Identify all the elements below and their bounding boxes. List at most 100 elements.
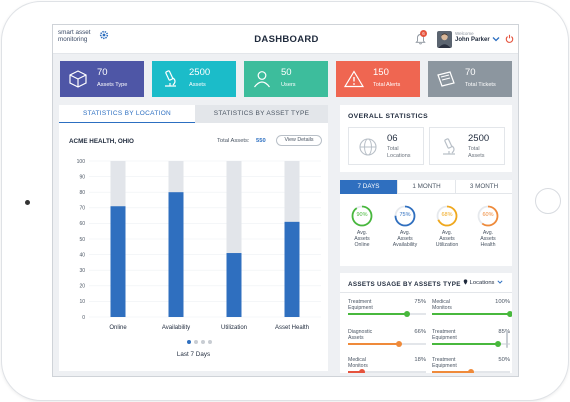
cube-icon xyxy=(69,70,87,88)
bar[interactable] xyxy=(168,192,184,317)
ring-label: Avg. Assets Utilization xyxy=(435,230,459,248)
card-total-tickets[interactable]: 70 Total Tickets xyxy=(428,61,512,97)
logo-text-line1: smart asset xyxy=(58,29,91,36)
card-label: Assets Type xyxy=(97,82,128,88)
bar[interactable] xyxy=(110,206,126,317)
ring-value: 60% xyxy=(482,212,494,218)
scrollbar[interactable] xyxy=(506,330,508,348)
card-assets-type[interactable]: 70 Assets Type xyxy=(60,61,144,97)
carousel-dot[interactable] xyxy=(194,340,198,344)
usage-slider[interactable] xyxy=(432,369,510,373)
ring-label: Avg. Assets Online xyxy=(354,230,370,248)
ring-value: 68% xyxy=(441,212,453,218)
tab-statistics-by-location[interactable]: STATISTICS BY LOCATION xyxy=(59,105,195,123)
microscope-icon xyxy=(165,70,176,87)
location-name: ACME HEALTH, OHIO xyxy=(69,138,134,145)
bar[interactable] xyxy=(284,221,300,317)
usage-slider-knob[interactable] xyxy=(507,311,512,317)
tab-statistics-by-asset-type[interactable]: STATISTICS BY ASSET TYPE xyxy=(195,105,328,123)
usage-slider-knob[interactable] xyxy=(396,341,403,347)
usage-slider-knob[interactable] xyxy=(495,341,502,347)
x-tick-label: Asset Health xyxy=(275,325,309,331)
usage-item-percent: 50% xyxy=(498,357,510,363)
period-label: Last 7 Days xyxy=(176,351,211,358)
usage-item-name: Medical Monitors xyxy=(432,299,452,311)
progress-ring: 75% xyxy=(394,205,416,227)
locations-dropdown[interactable]: Locations xyxy=(463,279,503,286)
period-stats-panel: 7 DAYS 1 MONTH 3 MONTH 90% Avg. Assets Onli… xyxy=(340,180,512,266)
location-pin-icon xyxy=(463,279,468,285)
card-label: Total Tickets xyxy=(465,82,496,88)
card-total-alerts[interactable]: 150 Total Alerts xyxy=(336,61,420,97)
usage-slider[interactable] xyxy=(348,341,426,347)
page-title: DASHBOARD xyxy=(254,34,319,45)
card-value: 50 xyxy=(281,67,292,78)
y-tick-label: 70 xyxy=(79,206,85,212)
card-label: Users xyxy=(281,82,296,88)
usage-item-name: Diagnostic Assets xyxy=(348,329,373,341)
total-locations-box: 06 Total Locations xyxy=(348,127,424,165)
y-tick-label: 30 xyxy=(79,268,85,274)
card-assets[interactable]: 2500 Assets xyxy=(152,61,236,97)
carousel-dot[interactable] xyxy=(208,340,212,344)
total-assets-label: Total Assets: xyxy=(217,138,250,144)
y-tick-label: 100 xyxy=(77,159,86,165)
user-name[interactable]: John Parker xyxy=(455,37,490,43)
tab-1-month[interactable]: 1 MONTH xyxy=(397,180,455,194)
card-value: 70 xyxy=(97,67,108,78)
user-icon xyxy=(254,71,270,88)
card-value: 150 xyxy=(373,67,389,78)
ring-value: 90% xyxy=(356,212,368,218)
ticket-icon xyxy=(437,71,455,87)
usage-slider[interactable] xyxy=(348,311,426,317)
bar-chart: 0 10 20 30 40 50 60 70 80 90 100 Online Availability… xyxy=(77,159,321,331)
ring-label: Avg. Assets Availability xyxy=(392,230,418,248)
usage-item-percent: 18% xyxy=(414,357,426,363)
ring-value: 75% xyxy=(399,212,411,218)
usage-slider-fill xyxy=(348,343,400,345)
tab-7-days[interactable]: 7 DAYS xyxy=(340,180,397,194)
usage-slider-fill xyxy=(432,313,510,315)
card-users[interactable]: 50 Users xyxy=(244,61,328,97)
total-assets-value: 550 xyxy=(256,138,266,144)
power-icon[interactable] xyxy=(505,34,514,43)
y-tick-label: 0 xyxy=(82,315,85,321)
usage-slider[interactable] xyxy=(432,341,510,347)
total-assets-count: 2500 xyxy=(468,133,490,144)
overall-statistics-title: OVERALL STATISTICS xyxy=(348,113,429,120)
home-button[interactable] xyxy=(535,188,561,214)
carousel-dot[interactable] xyxy=(187,340,191,344)
card-value: 2500 xyxy=(189,67,211,78)
avatar[interactable] xyxy=(437,31,452,48)
usage-slider-knob[interactable] xyxy=(359,369,366,373)
welcome-text: Welcome xyxy=(455,31,474,36)
y-tick-label: 60 xyxy=(79,221,85,227)
usage-slider-knob[interactable] xyxy=(403,311,410,317)
y-tick-label: 80 xyxy=(79,190,85,196)
usage-slider[interactable] xyxy=(432,311,512,317)
view-details-button[interactable]: View Details xyxy=(276,135,322,146)
logo-text-line2: monitoring xyxy=(58,36,88,43)
overall-statistics-panel: OVERALL STATISTICS 06 Total Locations 250… xyxy=(340,105,512,172)
chevron-down-icon[interactable] xyxy=(492,36,500,42)
usage-slider-knob[interactable] xyxy=(468,369,474,373)
usage-slider[interactable] xyxy=(348,369,426,373)
total-assets-text: Total Assets xyxy=(468,146,485,159)
camera-dot xyxy=(25,200,30,205)
bar[interactable] xyxy=(226,253,242,317)
chevron-down-icon xyxy=(497,280,503,284)
app-logo[interactable]: smart asset monitoring xyxy=(58,29,118,49)
locations-dropdown-label: Locations xyxy=(469,280,495,286)
carousel-dot[interactable] xyxy=(201,340,205,344)
divider xyxy=(340,292,512,293)
x-tick-label: Utilization xyxy=(221,325,247,331)
x-tick-label: Availability xyxy=(162,325,190,331)
total-locations-value: 06 xyxy=(387,133,398,144)
usage-item-percent: 85% xyxy=(498,329,510,335)
usage-slider-fill xyxy=(432,343,499,345)
app-screen: smart asset monitoring DASHBOARD 6 Welco… xyxy=(52,24,519,377)
usage-item-name: Treatment Equipment xyxy=(432,357,457,369)
microscope-icon xyxy=(443,138,455,155)
assets-usage-title: ASSETS USAGE BY ASSETS TYPE xyxy=(348,281,461,288)
tab-3-month[interactable]: 3 MONTH xyxy=(455,180,512,194)
